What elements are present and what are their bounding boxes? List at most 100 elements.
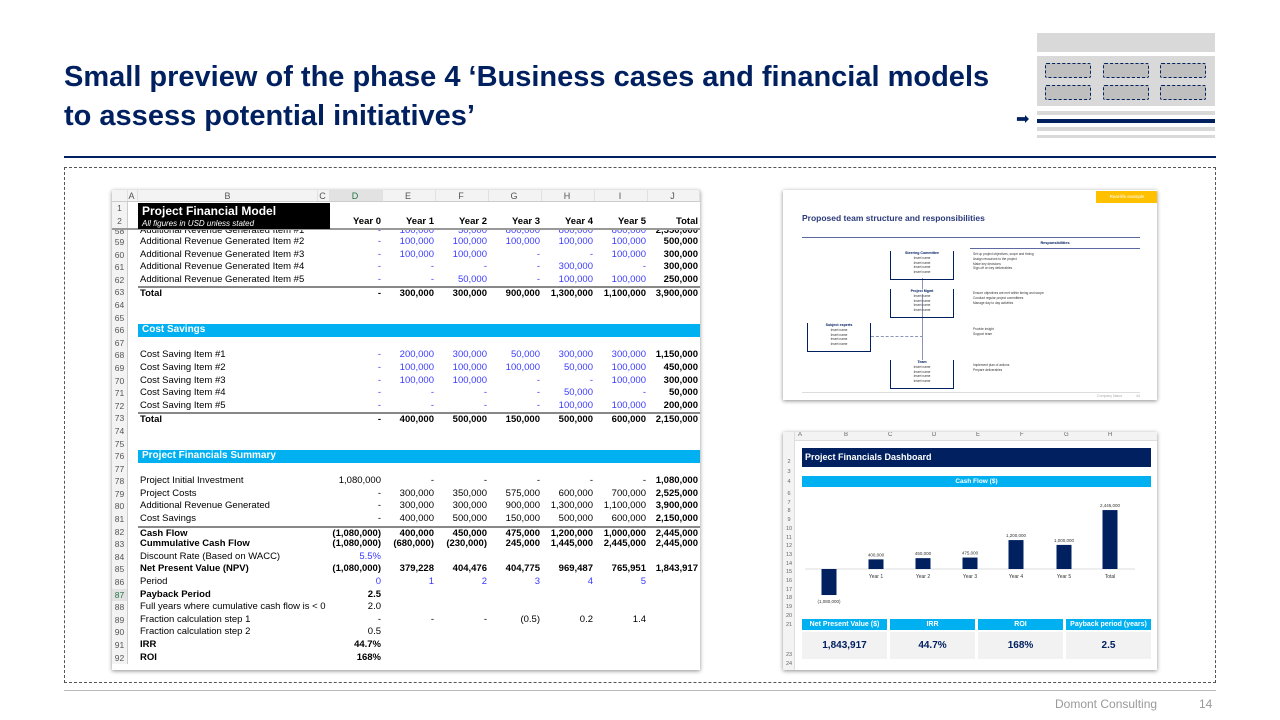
cell [318,375,330,388]
cell-E [383,425,436,438]
cell-F: (230,000) [446,538,487,550]
dashboard-row-number: 24 [785,661,793,667]
team-slide-footer: Company Name [1097,394,1123,398]
sheet-row: 70 Cost Saving Item #3 - 100,000 100,000 - - 10… [112,374,700,388]
year-header: Year 0 [353,216,381,227]
sheet-row: 61 Additional Revenue Generated Item #4 - -… [112,261,700,274]
row-number: 83 [112,538,128,551]
row-number: 88 [112,601,128,614]
cell-J: 2,150,000 [648,412,700,425]
cell-I [595,601,648,614]
cell-F [436,652,489,665]
cell [128,614,138,627]
cell-D: - [377,500,381,512]
cell-H [542,551,595,564]
cell-E: 400,000 [383,525,436,539]
model-title-box: Project Financial Model All figures in U… [138,203,330,229]
cell [318,299,330,312]
row-number: 61 [112,261,128,274]
row-label: Net Present Value (NPV) [140,563,249,575]
cell-G: 100,000 [505,236,540,247]
cell-H: 800,000 [558,230,593,236]
row-number: 86 [112,576,128,589]
section-header: Cost Savings [138,324,700,337]
cell-J [648,551,700,564]
dashboard-row-number: 3 [787,469,791,475]
bar-year-1 [868,559,884,569]
row-number: 81 [112,513,128,526]
cell-I: - [642,387,646,399]
bar-total [1102,510,1118,569]
row-number: 84 [112,550,128,564]
column-header-A: A [128,190,138,201]
cell-G [489,639,542,652]
row-number: 67 [112,336,128,350]
kpi-label: Net Present Value ($) [802,619,887,630]
cell [318,387,330,400]
cell-F [436,589,489,602]
cell-H: 0.2 [579,613,593,625]
row-label: Additional Revenue Generated [140,500,270,512]
footer-company: Domont Consulting [1055,697,1158,711]
cell-D: - [330,412,383,425]
cell-D: - [377,613,381,625]
cell-H: 300,000 [558,349,593,361]
cell [318,475,330,488]
cell [318,626,330,639]
dashboard-column-header: B [844,432,849,438]
cell-E: 300,000 [399,500,434,512]
dashboard-column-header: E [976,432,981,438]
cell-E [383,299,436,312]
cell-J [648,312,700,325]
row-number: 78 [112,475,128,488]
cell-H [542,299,595,312]
team-member: Insert name [913,364,931,369]
cell-D: 168% [356,651,381,663]
cell-F: 350,000 [452,487,487,499]
sheet-row: 90 Fraction calculation step 2 0.5 [112,626,700,639]
cell-F: 450,000 [436,525,489,539]
cell-J [648,425,700,438]
cell-H: 500,000 [542,412,595,425]
cell-J: 2,445,000 [655,538,698,550]
cell-F: - [483,475,487,487]
cell-G [489,463,542,476]
row-label: Discount Rate (Based on WACC) [140,550,281,562]
cell-J [648,639,700,652]
cell [128,526,138,539]
team-member: Insert name [913,374,931,379]
sheet-row: 84 Discount Rate (Based on WACC) 5.5% [112,550,700,564]
responsibility-item: Support team [973,331,993,336]
sheet-row: 91 IRR 44.7% [112,639,700,652]
cell-G: 100,000 [505,361,540,373]
column-header-J: J [648,190,700,201]
cell-G: 50,000 [510,349,540,361]
cell [128,425,138,438]
sheet-row: 62 Additional Revenue Generated Item #5 - -… [112,273,700,287]
row-label: Full years where cumulative cash flow is… [140,601,326,613]
cell-H [542,312,595,325]
cell-E [383,639,436,652]
cell-H [542,626,595,639]
dashboard-row-number: 10 [785,525,793,532]
cell-J [648,337,700,350]
cell [318,639,330,652]
row-number: 63 [112,286,128,299]
cell-J [648,463,700,476]
cell-E: 1 [428,576,434,588]
sheet-row: 72 Cost Saving Item #5 - - - - 100,000 100,000 2… [112,399,700,413]
category-label: Year 1 [869,574,883,580]
cell [318,500,330,513]
cell-G: - [536,475,540,487]
column-header-B: B [138,190,318,201]
cell-I: 100,000 [611,399,646,411]
dashboard-row-number: 23 [785,652,793,658]
row-label: Additional Revenue Generated Item #3 [140,248,305,260]
cell [318,652,330,665]
column-header-E: E [383,190,436,201]
cell-I [595,425,648,438]
cell-H [542,337,595,350]
kpi-label: IRR [890,619,975,630]
cell-F: 50,000 [457,273,487,285]
